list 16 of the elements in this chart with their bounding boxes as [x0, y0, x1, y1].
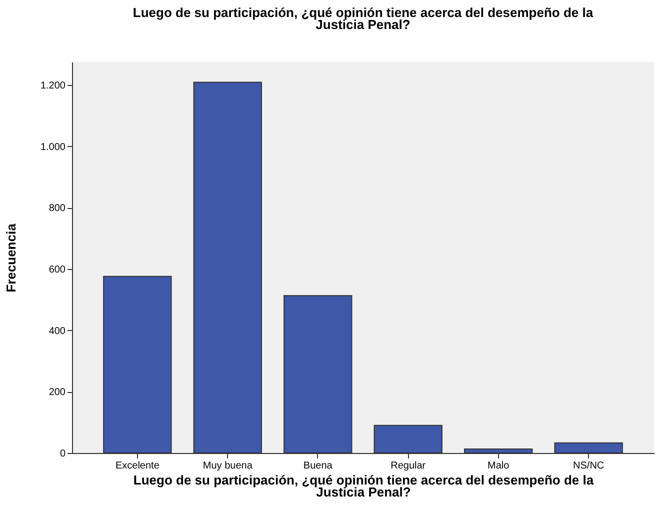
x-tick-label: NS/NC: [573, 460, 604, 472]
y-tick-label: 600: [48, 264, 66, 276]
x-tick-label: Excelente: [115, 460, 160, 472]
y-tick-label: 1.000: [40, 142, 66, 153]
y-tick-label: 800: [48, 203, 66, 214]
x-tick-label: Muy buena: [202, 460, 253, 472]
x-tick-label: Buena: [303, 460, 333, 472]
y-tick-label: 0: [60, 448, 66, 460]
chart-title: Luego de su participación, ¿qué opinión tiene acerca del desempeño de la Justicia Penal?: [132, 5, 594, 32]
y-tick-label: 1.200: [40, 80, 66, 92]
x-tick-label: Malo: [488, 460, 510, 472]
y-tick-label: 200: [48, 387, 66, 398]
y-axis-title: Frecuencia: [3, 222, 18, 292]
x-tick-label: Regular: [390, 460, 426, 472]
x-axis-title: Luego de su participación, ¿qué opinión tiene acerca del desempeño de la Justicia Penal?: [133, 472, 594, 500]
y-tick-label: 400: [48, 326, 66, 337]
